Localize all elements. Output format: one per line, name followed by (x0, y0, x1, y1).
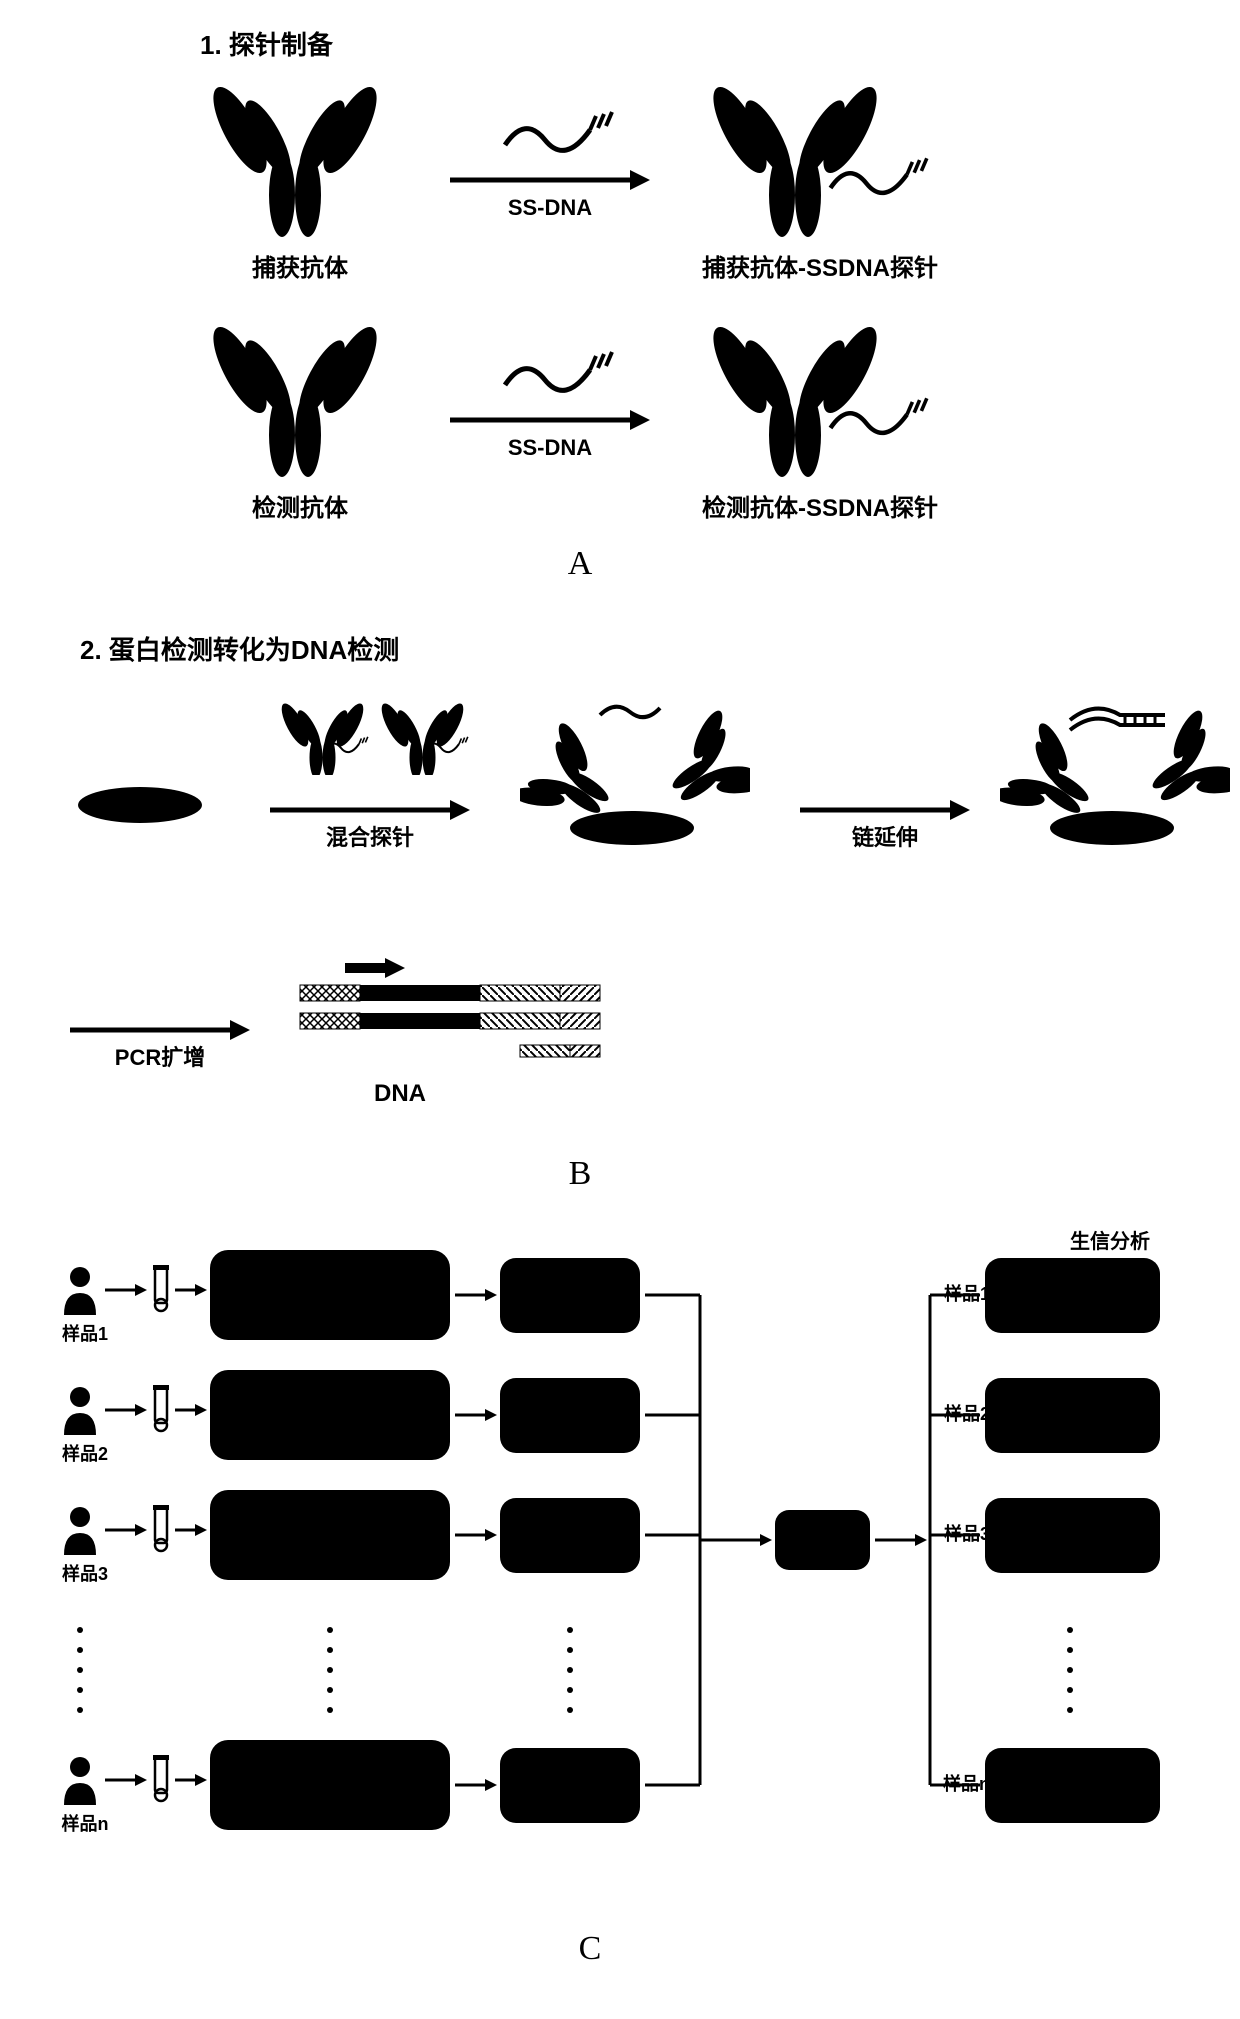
panel-c-letter: C (560, 1930, 620, 1968)
sample-n-right-label: 样品n (910, 1770, 990, 1796)
b-arrow3-label: PCR扩增 (60, 1040, 260, 1072)
b-arrow1-label: 混合探针 (260, 820, 480, 852)
sample-1-right-label: 样品1 (910, 1280, 990, 1306)
detect-antibody-label: 检测抗体 (200, 488, 400, 523)
antigen-ellipse (70, 780, 210, 830)
antibody-capture-left (200, 80, 400, 240)
sample-3-right-label: 样品3 (910, 1520, 990, 1546)
capture-antibody-ssdna-label: 捕获抗体-SSDNA探针 (640, 248, 1000, 283)
panel-a-heading: 1. 探针制备 (200, 25, 333, 62)
detect-antibody-ssdna-label: 检测抗体-SSDNA探针 (640, 488, 1000, 523)
dna-amplicon (290, 955, 620, 1095)
antibody-detect-right (700, 320, 960, 480)
sample-3-left-label: 样品3 (45, 1560, 125, 1586)
arrow-row2-label: SS-DNA (440, 435, 660, 461)
sample-2-left-label: 样品2 (45, 1440, 125, 1466)
b-arrow2-label: 链延伸 (790, 820, 980, 852)
capture-antibody-label: 捕获抗体 (200, 248, 400, 283)
sample-2-right-label: 样品2 (910, 1400, 990, 1426)
panel-b-letter: B (550, 1155, 610, 1193)
panel-b-heading: 2. 蛋白检测转化为DNA检测 (80, 630, 399, 667)
arrow-row1-label: SS-DNA (440, 195, 660, 221)
antibody-detect-left (200, 320, 400, 480)
antibody-capture-right (700, 80, 960, 240)
sample-n-left-label: 样品n (45, 1810, 125, 1836)
sandwich-complex-1 (520, 700, 750, 860)
panel-c-flow (60, 1250, 1190, 1950)
sample-1-left-label: 样品1 (45, 1320, 125, 1346)
dna-label: DNA (300, 1080, 500, 1108)
sandwich-complex-2 (1000, 700, 1230, 860)
panel-a-letter: A (550, 545, 610, 583)
